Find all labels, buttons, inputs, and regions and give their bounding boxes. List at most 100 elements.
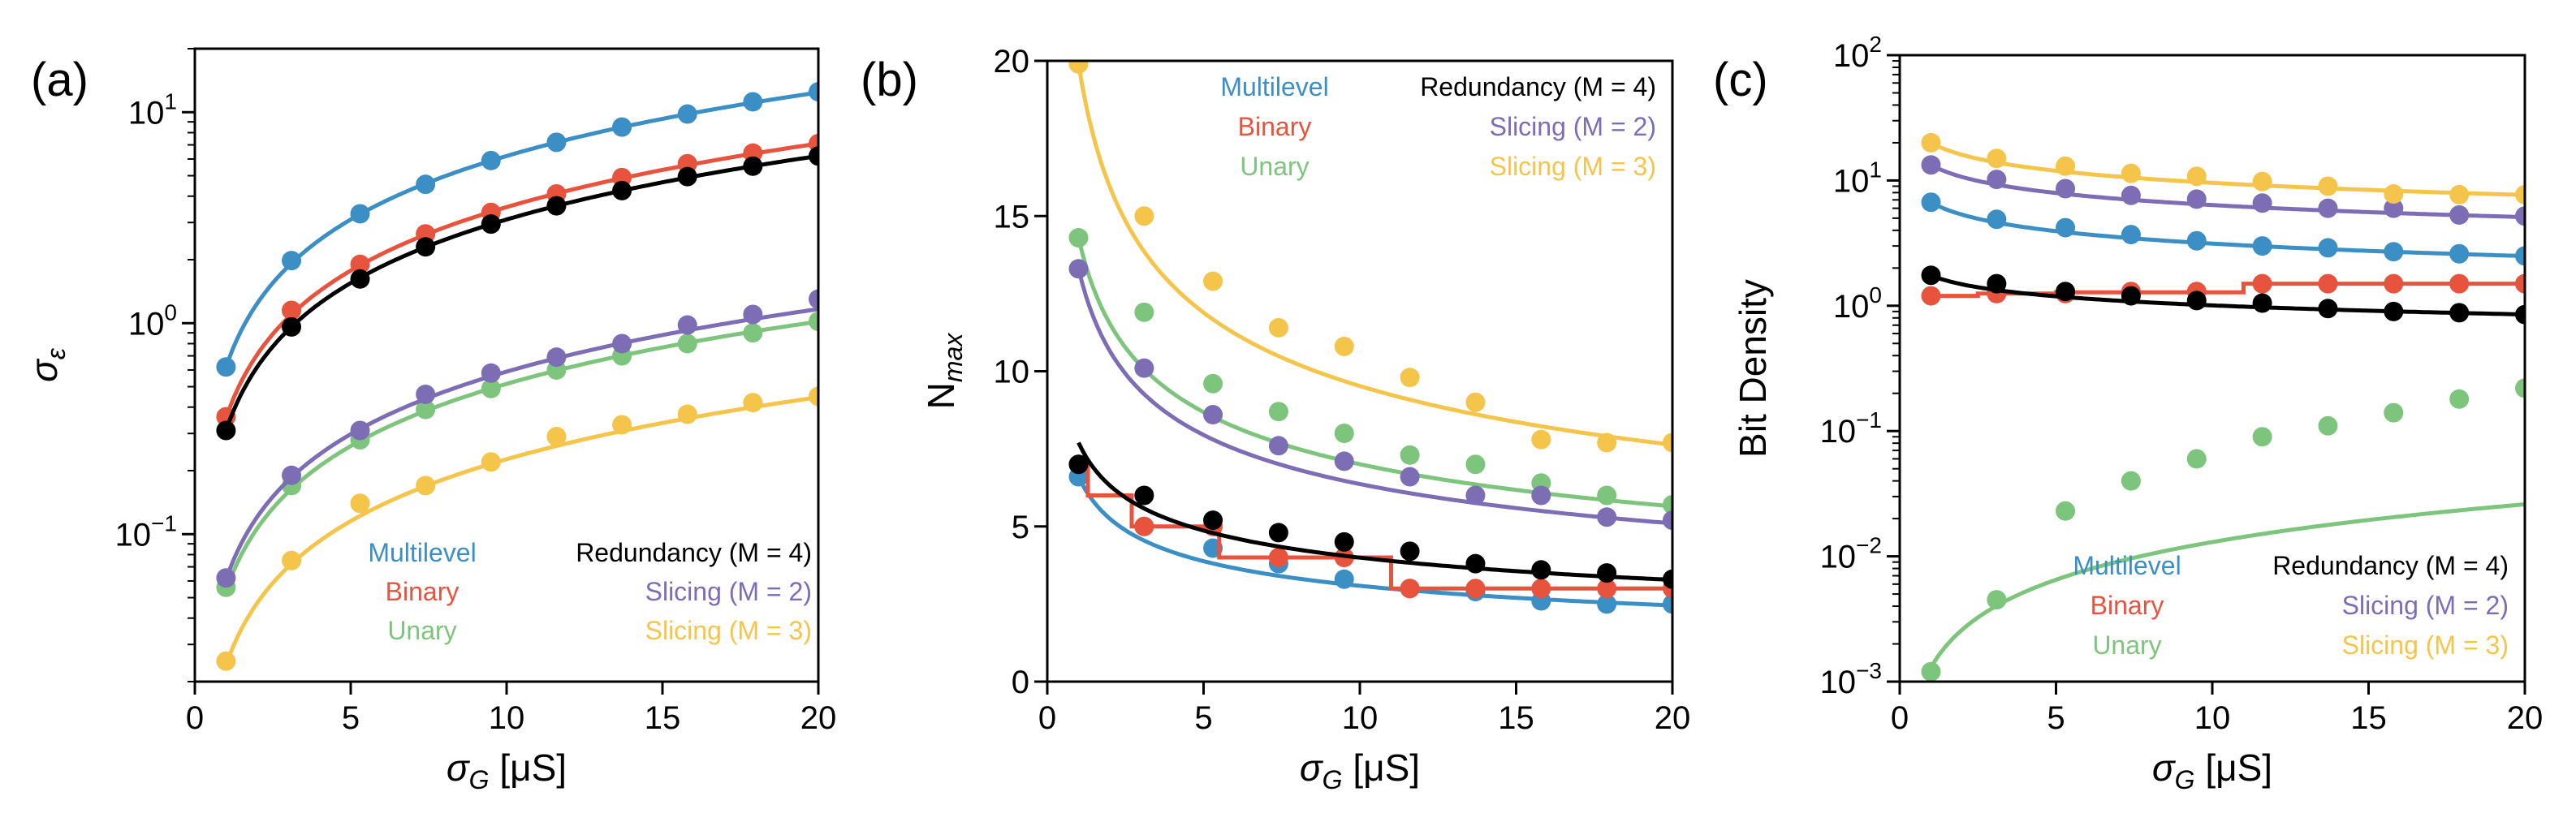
point-redundancy-m-4 bbox=[2252, 293, 2272, 313]
plot-area bbox=[216, 82, 818, 671]
point-unary bbox=[2252, 427, 2272, 447]
point-slicing-m-3 bbox=[1400, 368, 1420, 388]
point-slicing-m-2 bbox=[677, 315, 697, 335]
curve-multilevel bbox=[224, 90, 818, 368]
point-unary bbox=[1400, 445, 1420, 465]
panel-label: (b) bbox=[861, 54, 918, 106]
legend-entry: Slicing (M = 3) bbox=[1490, 152, 1656, 181]
point-slicing-m-3 bbox=[1268, 317, 1288, 338]
point-slicing-m-3 bbox=[282, 550, 302, 570]
point-multilevel bbox=[416, 174, 436, 195]
x-axis-label: σG [μS] bbox=[447, 747, 567, 794]
x-tick-label: 20 bbox=[1655, 700, 1691, 736]
x-tick-label: 5 bbox=[342, 700, 360, 736]
curve-unary bbox=[1077, 237, 1672, 509]
legend-entry: Redundancy (M = 4) bbox=[576, 538, 812, 567]
point-unary bbox=[677, 334, 697, 354]
y-tick-label: 0 bbox=[1012, 665, 1029, 700]
point-redundancy-m-4 bbox=[1921, 265, 1941, 286]
point-binary bbox=[1597, 579, 1617, 599]
point-binary bbox=[1531, 579, 1551, 599]
point-slicing-m-3 bbox=[743, 393, 763, 413]
point-unary bbox=[2449, 389, 2470, 409]
point-multilevel bbox=[1597, 594, 1617, 614]
point-slicing-m-3 bbox=[1134, 206, 1154, 226]
point-slicing-m-3 bbox=[2056, 156, 2076, 176]
point-unary bbox=[1987, 590, 2007, 610]
point-redundancy-m-4 bbox=[1334, 532, 1354, 552]
x-tick-label: 0 bbox=[1891, 700, 1909, 736]
curve-slicing-m-3 bbox=[1077, 63, 1672, 447]
point-multilevel bbox=[1663, 594, 1672, 614]
point-slicing-m-3 bbox=[546, 427, 567, 447]
panel-1: (a) 10−1 100 101 0 5 10 15 20 σG [μS] σε Multilevel… bbox=[23, 47, 836, 794]
legend-entry: Slicing (M = 2) bbox=[645, 577, 812, 606]
point-multilevel bbox=[2515, 246, 2525, 266]
y-axis-label: Bit Density bbox=[1732, 279, 1774, 458]
point-slicing-m-2 bbox=[2121, 185, 2141, 205]
x-tick-label: 20 bbox=[2507, 700, 2544, 736]
panel-3: (c) 10−3 10−2 10−1 100 101 102 0 5 10 15 20 σG [μS] B… bbox=[1713, 32, 2543, 794]
point-unary bbox=[2318, 415, 2338, 436]
legend-entry: Multilevel bbox=[1220, 72, 1328, 101]
curve-unary bbox=[1929, 502, 2525, 669]
point-multilevel bbox=[350, 204, 370, 224]
point-unary bbox=[1268, 402, 1288, 422]
point-redundancy-m-4 bbox=[809, 146, 818, 166]
y-tick-label: 10−1 bbox=[115, 510, 177, 553]
point-slicing-m-2 bbox=[2318, 198, 2338, 218]
point-redundancy-m-4 bbox=[1134, 485, 1154, 506]
point-slicing-m-2 bbox=[1597, 507, 1617, 527]
point-slicing-m-2 bbox=[1465, 485, 1486, 506]
y-tick-label: 100 bbox=[1833, 282, 1882, 325]
y-axis-label: σε bbox=[23, 347, 71, 382]
point-slicing-m-3 bbox=[1531, 429, 1551, 450]
x-tick-label: 5 bbox=[2047, 700, 2065, 736]
point-slicing-m-3 bbox=[1987, 148, 2007, 169]
point-multilevel bbox=[1921, 192, 1941, 213]
point-slicing-m-3 bbox=[216, 651, 236, 671]
panel-label: (c) bbox=[1713, 54, 1768, 106]
point-multilevel bbox=[677, 104, 697, 124]
point-redundancy-m-4 bbox=[1068, 454, 1089, 475]
point-slicing-m-2 bbox=[1068, 259, 1089, 279]
point-binary bbox=[282, 300, 302, 321]
point-multilevel bbox=[2252, 236, 2272, 256]
point-slicing-m-3 bbox=[1465, 392, 1486, 412]
y-tick-label: 101 bbox=[1833, 157, 1882, 199]
legend-entry: Unary bbox=[1240, 152, 1309, 181]
point-unary bbox=[416, 399, 436, 420]
legend-entry: Redundancy (M = 4) bbox=[2272, 551, 2509, 580]
point-slicing-m-3 bbox=[2515, 184, 2525, 204]
point-redundancy-m-4 bbox=[2318, 299, 2338, 319]
point-redundancy-m-4 bbox=[1400, 541, 1420, 562]
curve-slicing-m-2 bbox=[1930, 163, 2525, 220]
point-redundancy-m-4 bbox=[743, 156, 763, 176]
point-slicing-m-2 bbox=[1268, 436, 1288, 456]
point-unary bbox=[1663, 494, 1672, 514]
axes-frame bbox=[1898, 54, 2526, 683]
point-slicing-m-2 bbox=[809, 289, 818, 309]
point-binary bbox=[1268, 548, 1288, 567]
point-redundancy-m-4 bbox=[282, 316, 302, 337]
point-slicing-m-2 bbox=[1921, 155, 1941, 175]
point-multilevel bbox=[2121, 225, 2141, 245]
point-multilevel bbox=[481, 150, 501, 170]
point-binary bbox=[2515, 273, 2525, 294]
y-axis-label: Nmax bbox=[920, 333, 968, 410]
point-unary bbox=[1334, 424, 1354, 443]
panel-label: (a) bbox=[31, 54, 88, 106]
y-tick-label: 102 bbox=[1833, 32, 1882, 74]
curve-multilevel bbox=[1930, 200, 2525, 258]
point-multilevel bbox=[2186, 230, 2207, 251]
point-redundancy-m-4 bbox=[2056, 282, 2076, 302]
legend-entry: Binary bbox=[386, 577, 460, 606]
point-unary bbox=[481, 378, 501, 398]
legend: Multilevel Binary Unary Redundancy (M = 4) S… bbox=[368, 538, 812, 645]
point-multilevel bbox=[1987, 209, 2007, 230]
point-redundancy-m-4 bbox=[1465, 553, 1486, 574]
curve-redundancy-m-4 bbox=[1930, 273, 2525, 316]
point-unary bbox=[2056, 501, 2076, 521]
legend-entry: Redundancy (M = 4) bbox=[1420, 72, 1656, 101]
curve-slicing-m-3 bbox=[1930, 140, 2525, 197]
